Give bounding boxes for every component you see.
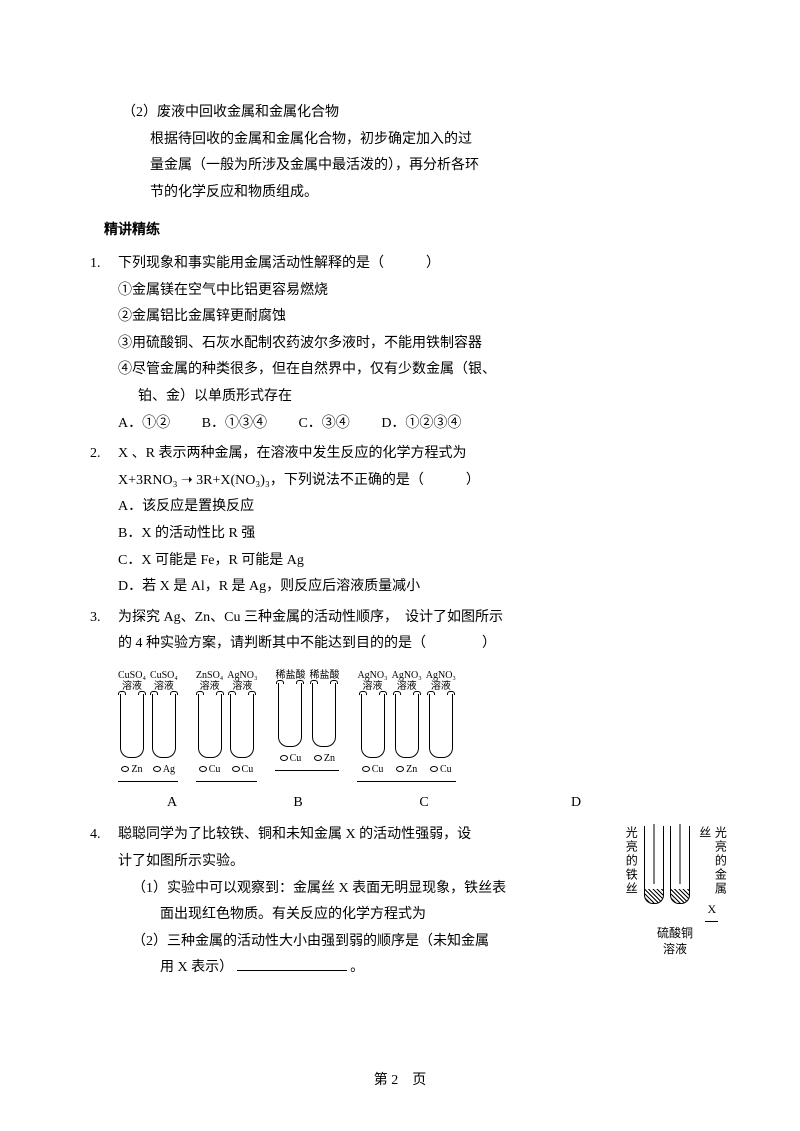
q4-p2a: （2）三种金属的活动性大小由强到弱的顺序是（未知金属 — [118, 929, 602, 956]
q3-stem1: 为探究 Ag、Zn、Cu 三种金属的活动性顺序， 设计了如图所示 — [118, 605, 740, 632]
q3-group-c: 稀盐酸Cu稀盐酸Zn — [275, 670, 339, 782]
q4-p2c: 。 — [350, 960, 364, 975]
q4-p2-line: 用 X 表示） 。 — [118, 955, 602, 982]
q2-eq: X+3RNO₃ ➝ 3R+X(NO₃)₃，下列说法不正确的是（ ） — [118, 468, 740, 495]
tube: AgNO₃溶液 Zn — [392, 670, 422, 779]
tube: CuSO₄溶液 Zn — [118, 670, 146, 779]
test-tube-icon — [361, 694, 385, 758]
question-3: 3. 为探究 Ag、Zn、Cu 三种金属的活动性顺序， 设计了如图所示 的 4 … — [90, 605, 740, 658]
intro-line-3: 量金属（一般为所涉及金属中最活泼的），再分析各环 — [90, 153, 740, 180]
tube: 稀盐酸Zn — [309, 670, 339, 768]
q3-group-a: CuSO₄溶液 Zn CuSO₄溶液 Ag — [118, 670, 178, 782]
intro-block: （2）废液中回收金属和金属化合物 根据待回收的金属和金属化合物，初步确定加入的过… — [90, 100, 740, 206]
q3-stem2: 的 4 种实验方案，请判断其中不能达到目的的是（ ） — [118, 631, 740, 658]
q4-p1a: （1）实验中可以观察到：金属丝 X 表面无明显现象，铁丝表 — [118, 876, 602, 903]
q1-s1: ①金属镁在空气中比铝更容易燃烧 — [118, 278, 740, 305]
tube: ZnSO₄溶液 Cu — [196, 670, 223, 779]
q1-opt-d[interactable]: D．①②③④ — [381, 411, 461, 438]
question-4: 4. 聪聪同学为了比较铁、铜和未知金属 X 的活动性强弱，设 计了如图所示实验。… — [90, 822, 740, 982]
q4-figure: 光亮的铁丝 光亮的金属丝 X 硫酸铜溶液 — [610, 822, 740, 982]
tube-metal-label: Cu — [430, 760, 452, 779]
tube-solution-label: CuSO₄溶液 — [150, 670, 178, 692]
section-title: 精讲精练 — [90, 218, 740, 245]
tube: CuSO₄溶液 Ag — [150, 670, 178, 779]
tube-metal-label: Zn — [121, 760, 142, 779]
q1-s3: ③用硫酸铜、石灰水配制农药波尔多液时，不能用铁制容器 — [118, 331, 740, 358]
q4-stem2: 计了如图所示实验。 — [118, 849, 602, 876]
tube-metal-label: Ag — [153, 760, 175, 779]
tube: AgNO₃溶液 Cu — [357, 670, 387, 779]
q3-option-b[interactable]: B — [244, 790, 352, 817]
page-number: 第 2 页 — [374, 1068, 427, 1095]
q4-tube-right — [670, 826, 690, 904]
q1-opt-a[interactable]: A．①② — [118, 411, 170, 438]
q3-diagram: CuSO₄溶液ZnCuSO₄溶液AgZnSO₄溶液CuAgNO₃溶液Cu稀盐酸C… — [118, 670, 740, 782]
q4-fig-bottom-label: 硫酸铜溶液 — [657, 926, 693, 957]
q3-number: 3. — [90, 605, 118, 658]
q1-s4a: ④尽管金属的种类很多，但在自然界中，仅有少数金属（银、 — [118, 357, 740, 384]
tube-metal-label: Cu — [232, 760, 254, 779]
q3-group-b: ZnSO₄溶液 Cu AgNO₃溶液 Cu — [196, 670, 258, 782]
test-tube-icon — [312, 683, 336, 747]
q2-c[interactable]: C．X 可能是 Fe，R 可能是 Ag — [118, 548, 740, 575]
q1-opt-b[interactable]: B．①③④ — [202, 411, 267, 438]
q4-stem1: 聪聪同学为了比较铁、铜和未知金属 X 的活动性强弱，设 — [118, 822, 602, 849]
tube-metal-label: Zn — [396, 760, 417, 779]
test-tube-icon — [198, 694, 222, 758]
q4-fig-x: X — [705, 898, 718, 922]
tube-solution-label: AgNO₃溶液 — [426, 670, 456, 692]
q3-option-d[interactable]: D — [496, 790, 656, 817]
tube-solution-label: CuSO₄溶液 — [118, 670, 146, 692]
q1-number: 1. — [90, 251, 118, 437]
test-tube-icon — [230, 694, 254, 758]
tube-metal-label: Cu — [199, 760, 221, 779]
q3-group-d: AgNO₃溶液 Cu AgNO₃溶液 Zn AgNO₃溶液 Cu — [357, 670, 455, 782]
q4-tube-left — [644, 826, 664, 904]
tube: AgNO₃溶液 Cu — [426, 670, 456, 779]
q2-a[interactable]: A．该反应是置换反应 — [118, 494, 740, 521]
q1-opt-c[interactable]: C．③④ — [298, 411, 349, 438]
test-tube-icon — [429, 694, 453, 758]
q1-s4b: 铂、金）以单质形式存在 — [118, 384, 740, 411]
test-tube-icon — [395, 694, 419, 758]
test-tube-icon — [120, 694, 144, 758]
test-tube-icon — [278, 683, 302, 747]
q4-p2b: 用 X 表示） — [160, 960, 233, 975]
question-2: 2. X 、R 表示两种金属，在溶液中发生反应的化学方程式为 X+3RNO₃ ➝… — [90, 441, 740, 601]
tube-metal-label: Cu — [280, 749, 302, 768]
intro-line-4: 节的化学反应和物质组成。 — [90, 180, 740, 207]
question-1: 1. 下列现象和事实能用金属活动性解释的是（ ） ①金属镁在空气中比铝更容易燃烧… — [90, 251, 740, 437]
q1-stem: 下列现象和事实能用金属活动性解释的是（ ） — [118, 251, 740, 278]
tube: 稀盐酸Cu — [275, 670, 305, 768]
tube-solution-label: AgNO₃溶液 — [357, 670, 387, 692]
q4-blank[interactable] — [237, 957, 347, 971]
q2-d[interactable]: D．若 X 是 Al，R 是 Ag，则反应后溶液质量减小 — [118, 574, 740, 601]
tube-solution-label: AgNO₃溶液 — [227, 670, 257, 692]
tube-solution-label: ZnSO₄溶液 — [196, 670, 223, 692]
intro-line-1: （2）废液中回收金属和金属化合物 — [90, 100, 740, 127]
tube-metal-label: Zn — [314, 749, 335, 768]
q4-number: 4. — [90, 822, 118, 982]
tube: AgNO₃溶液 Cu — [227, 670, 257, 779]
tube-metal-label: Cu — [362, 760, 384, 779]
q3-option-c[interactable]: C — [370, 790, 478, 817]
q3-option-labels: ABCD — [118, 790, 740, 817]
tube-solution-label: AgNO₃溶液 — [392, 670, 422, 692]
intro-line-2: 根据待回收的金属和金属化合物，初步确定加入的过 — [90, 127, 740, 154]
q1-s2: ②金属铝比金属锌更耐腐蚀 — [118, 304, 740, 331]
q2-b[interactable]: B．X 的活动性比 R 强 — [118, 521, 740, 548]
q4-fig-left-label: 光亮的铁丝 — [623, 826, 639, 896]
q4-fig-right-label: 光亮的金属丝 — [696, 826, 727, 898]
q3-option-a[interactable]: A — [118, 790, 226, 817]
q2-number: 2. — [90, 441, 118, 601]
q2-stem: X 、R 表示两种金属，在溶液中发生反应的化学方程式为 — [118, 441, 740, 468]
test-tube-icon — [152, 694, 176, 758]
q4-p1b: 面出现红色物质。有关反应的化学方程式为 — [118, 902, 602, 929]
